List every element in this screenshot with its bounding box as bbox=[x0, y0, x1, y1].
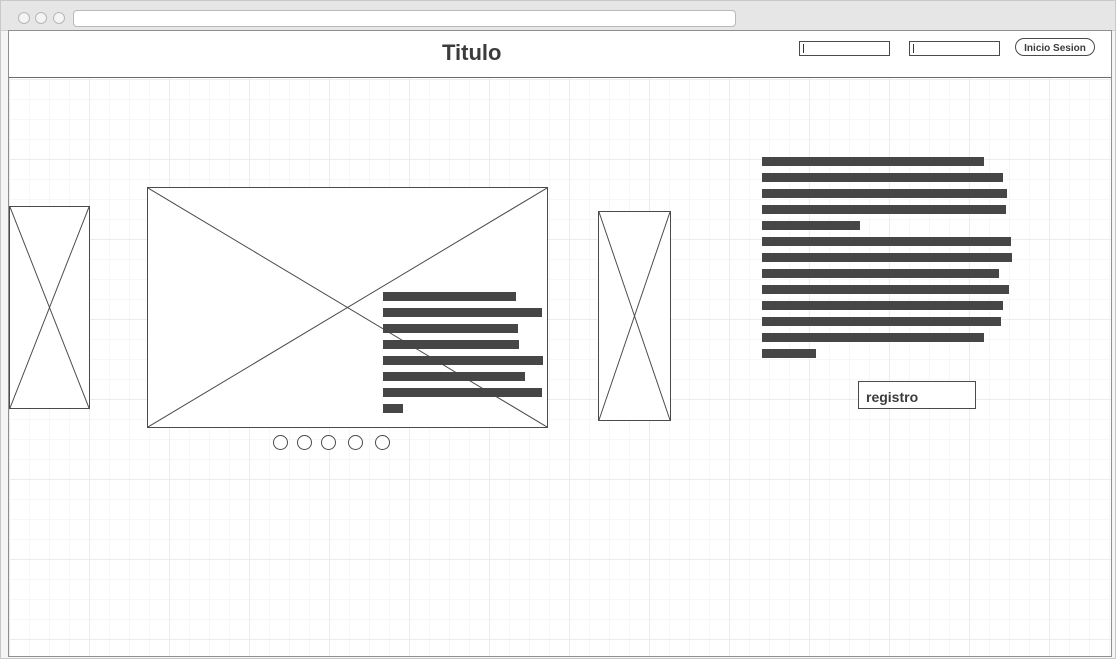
carousel-dot[interactable] bbox=[273, 435, 288, 450]
right-image-placeholder bbox=[598, 211, 671, 421]
text-caret bbox=[803, 44, 804, 53]
image-placeholder-icon bbox=[10, 207, 89, 408]
maximize-window-icon[interactable] bbox=[53, 12, 65, 24]
carousel-dot[interactable] bbox=[321, 435, 336, 450]
text-line bbox=[383, 308, 542, 317]
text-line bbox=[762, 317, 1001, 326]
text-line bbox=[762, 285, 1009, 294]
text-line bbox=[383, 356, 543, 365]
text-line bbox=[762, 205, 1006, 214]
text-caret bbox=[913, 44, 914, 53]
text-line bbox=[383, 372, 525, 381]
text-line bbox=[762, 269, 999, 278]
text-line bbox=[762, 189, 1007, 198]
text-line bbox=[762, 253, 1012, 262]
carousel-dot[interactable] bbox=[375, 435, 390, 450]
text-line bbox=[762, 301, 1003, 310]
text-line bbox=[762, 157, 984, 166]
browser-titlebar bbox=[1, 1, 1115, 31]
text-line bbox=[383, 324, 518, 333]
text-line bbox=[762, 221, 860, 230]
image-placeholder-icon bbox=[599, 212, 670, 420]
close-window-icon[interactable] bbox=[18, 12, 30, 24]
page-canvas: Titulo Inicio Sesion bbox=[8, 30, 1112, 657]
minimize-window-icon[interactable] bbox=[35, 12, 47, 24]
carousel-dot[interactable] bbox=[297, 435, 312, 450]
image-placeholder-icon bbox=[148, 188, 547, 427]
text-line bbox=[383, 388, 542, 397]
text-line bbox=[383, 340, 519, 349]
password-input[interactable] bbox=[909, 41, 1000, 56]
username-input[interactable] bbox=[799, 41, 890, 56]
page-title: Titulo bbox=[442, 40, 502, 65]
text-line bbox=[762, 237, 1011, 246]
text-line bbox=[762, 173, 1003, 182]
text-line bbox=[762, 349, 816, 358]
text-line bbox=[383, 404, 403, 413]
text-line bbox=[383, 292, 516, 301]
left-image-placeholder bbox=[9, 206, 90, 409]
text-line bbox=[762, 333, 984, 342]
login-button[interactable]: Inicio Sesion bbox=[1015, 38, 1095, 56]
register-button[interactable]: registro bbox=[858, 381, 976, 409]
carousel-image[interactable] bbox=[147, 187, 548, 428]
carousel-dot[interactable] bbox=[348, 435, 363, 450]
address-bar[interactable] bbox=[73, 10, 736, 27]
page-header: Titulo Inicio Sesion bbox=[9, 31, 1111, 78]
